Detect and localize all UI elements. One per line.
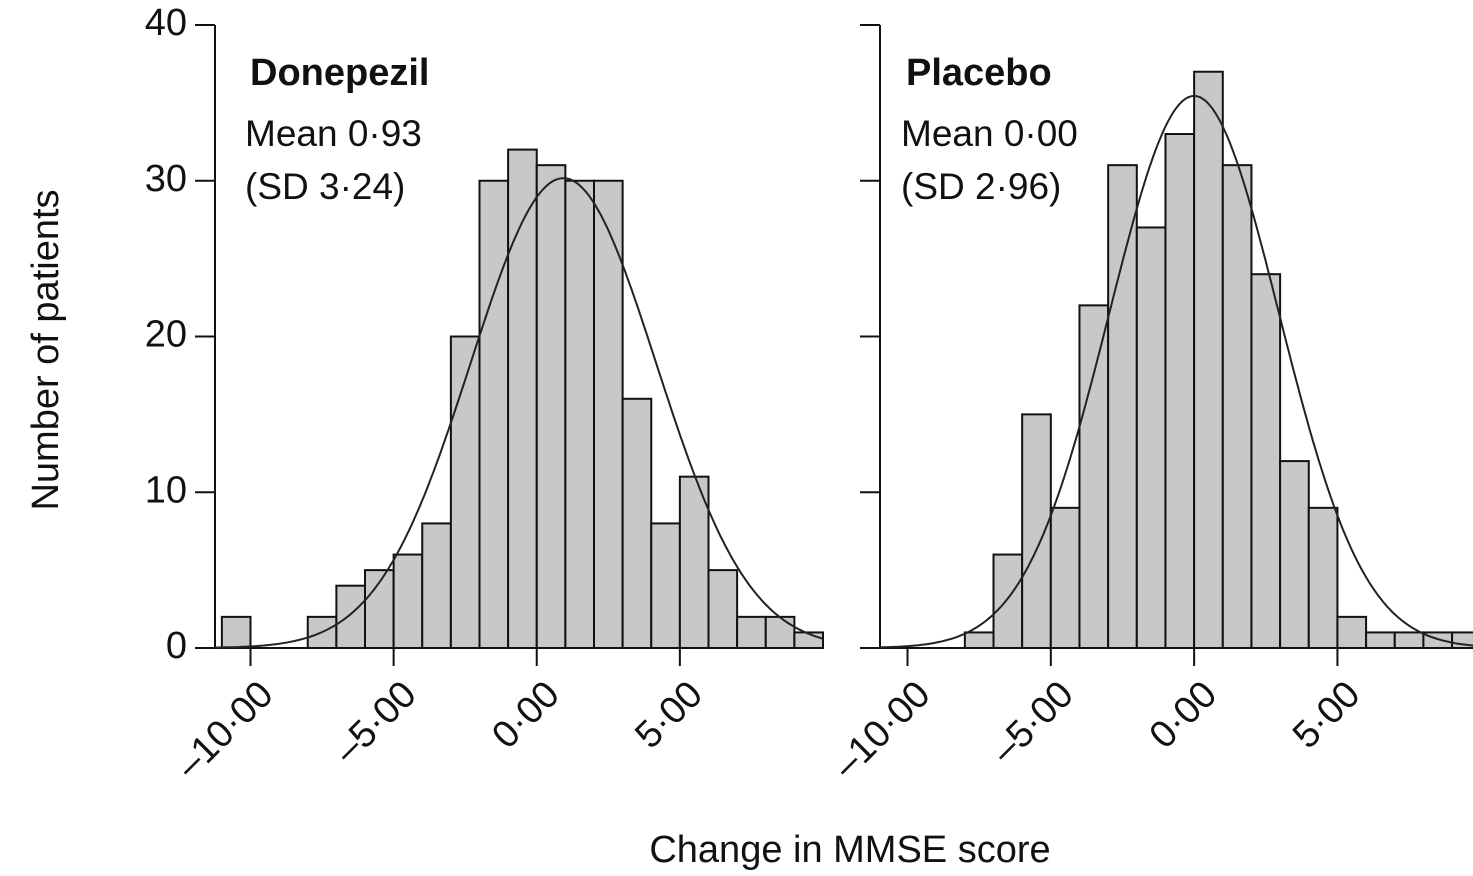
bar	[736, 615, 767, 649]
bar	[1307, 506, 1339, 650]
x-tick-label: –10·00	[168, 673, 281, 786]
panel-title: Placebo	[906, 52, 1052, 94]
bar	[1221, 164, 1253, 650]
y-tick-label: 40	[145, 2, 187, 44]
bar	[220, 615, 252, 649]
y-axis-label: Number of patients	[25, 189, 67, 510]
x-tick-label: –10·00	[825, 673, 938, 786]
x-tick-label: 0·00	[484, 673, 567, 756]
y-tick-label: 30	[145, 158, 187, 200]
bar	[1336, 615, 1368, 649]
bar	[1250, 273, 1282, 649]
annotation: Mean 0·93	[245, 113, 422, 154]
normal-curve	[214, 177, 824, 649]
annotation: (SD 3·24)	[245, 166, 405, 207]
bar	[963, 631, 995, 649]
bar	[1365, 631, 1396, 649]
bar	[1021, 413, 1052, 649]
bar	[535, 164, 567, 650]
y-tick-label: 20	[145, 314, 187, 356]
bar	[764, 615, 796, 649]
bar	[392, 553, 424, 649]
bar	[992, 553, 1024, 649]
x-tick-label: 0·00	[1142, 673, 1225, 756]
bar	[507, 148, 538, 649]
panel-title: Donepezil	[250, 52, 429, 94]
bar	[1279, 460, 1310, 649]
bar	[1078, 304, 1110, 649]
bar	[621, 397, 653, 649]
bar	[1135, 226, 1167, 649]
y-tick-label: 0	[166, 625, 187, 667]
bar	[1393, 631, 1425, 649]
x-tick-label: 5·00	[1285, 673, 1368, 756]
x-tick-label: 5·00	[627, 673, 710, 756]
x-tick-label: –5·00	[983, 673, 1081, 771]
bar	[1107, 164, 1138, 650]
bar	[478, 179, 510, 649]
bar	[421, 522, 452, 650]
x-axis-label: Change in MMSE score	[649, 829, 1050, 871]
bar	[650, 522, 681, 650]
bar	[1193, 70, 1224, 650]
normal-curve	[879, 94, 1473, 649]
bar	[449, 335, 481, 649]
annotation: Mean 0·00	[901, 113, 1078, 154]
bar	[564, 179, 595, 649]
bar	[335, 584, 366, 650]
bar	[707, 569, 739, 649]
bar	[678, 475, 710, 649]
bar	[592, 179, 624, 649]
bar	[1164, 133, 1196, 649]
annotation: (SD 2·96)	[901, 166, 1061, 207]
bar	[1049, 506, 1081, 650]
y-tick-label: 10	[145, 469, 187, 511]
x-tick-label: –5·00	[326, 673, 424, 771]
